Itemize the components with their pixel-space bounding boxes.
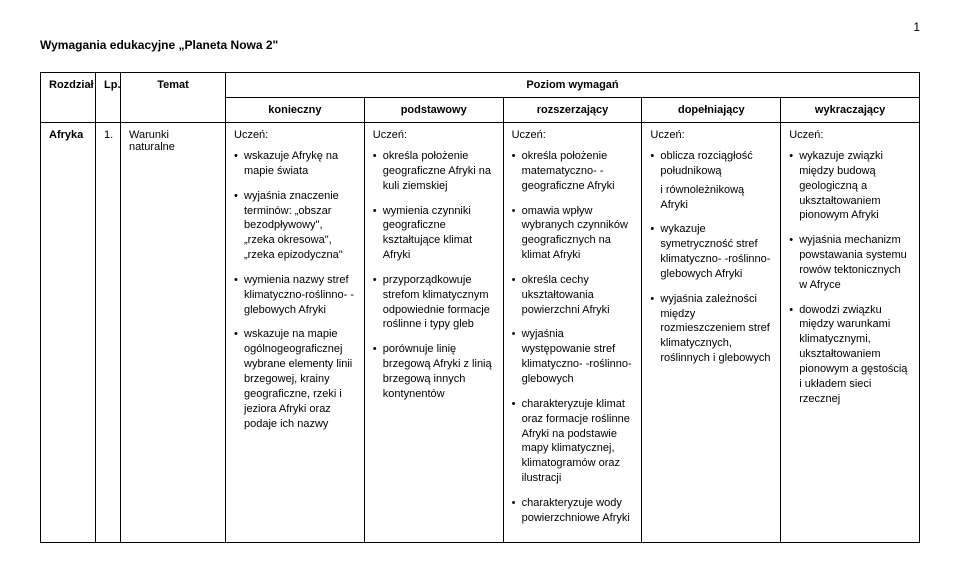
list-item: wyjaśnia znaczenie terminów: „obszar bez…: [234, 189, 356, 263]
uczen-label: Uczeń:: [789, 129, 911, 141]
cell-wykraczajacy: Uczeń: wykazuje związki między budową ge…: [781, 123, 920, 543]
th-podstawowy: podstawowy: [364, 98, 503, 123]
doc-title: Wymagania edukacyjne „Planeta Nowa 2": [40, 38, 920, 52]
cell-lp: 1.: [96, 123, 121, 543]
cell-dopelniajacy: Uczeń: oblicza rozciągłość południkową i…: [642, 123, 781, 543]
list-item: charakteryzuje wody powierzchniowe Afryk…: [512, 496, 634, 526]
cell-podstawowy: Uczeń: określa położenie geograficzne Af…: [364, 123, 503, 543]
list-item: przyporządkowuje strefom klimatycznym od…: [373, 273, 495, 332]
th-temat: Temat: [121, 73, 226, 123]
list-item: wskazuje Afrykę na mapie świata: [234, 149, 356, 179]
list-item: określa cechy ukształtowania powierzchni…: [512, 273, 634, 318]
list-item: wyjaśnia zależności między rozmieszczeni…: [650, 292, 772, 366]
list-item: oblicza rozciągłość południkową: [650, 149, 772, 179]
uczen-label: Uczeń:: [373, 129, 495, 141]
list-item: wykazuje związki między budową geologicz…: [789, 149, 911, 223]
cell-temat: Warunki naturalne: [121, 123, 226, 543]
list-item: i równoleżnikową Afryki: [650, 183, 772, 213]
th-konieczny: konieczny: [226, 98, 365, 123]
uczen-label: Uczeń:: [234, 129, 356, 141]
page-number: 1: [40, 20, 920, 34]
list-item: dowodzi związku między warunkami klimaty…: [789, 303, 911, 407]
list-item: porównuje linię brzegową Afryki z linią …: [373, 342, 495, 401]
list-item: charakteryzuje klimat oraz formacje rośl…: [512, 397, 634, 486]
list-item: określa położenie geograficzne Afryki na…: [373, 149, 495, 194]
uczen-label: Uczeń:: [650, 129, 772, 141]
th-lp: Lp.: [96, 73, 121, 123]
cell-konieczny: Uczeń: wskazuje Afrykę na mapie świata w…: [226, 123, 365, 543]
requirements-table: Rozdział Lp. Temat Poziom wymagań koniec…: [40, 72, 920, 543]
cell-rozdzial: Afryka: [41, 123, 96, 543]
list-item: wyjaśnia występowanie stref klimatyczno-…: [512, 327, 634, 386]
th-wykraczajacy: wykraczający: [781, 98, 920, 123]
cell-rozszerzajacy: Uczeń: określa położenie matematyczno- -…: [503, 123, 642, 543]
list-item: omawia wpływ wybranych czynników geograf…: [512, 204, 634, 263]
th-dopelniajacy: dopełniający: [642, 98, 781, 123]
list-item: wykazuje symetryczność stref klimatyczno…: [650, 222, 772, 281]
list-item: wskazuje na mapie ogólnogeograficznej wy…: [234, 327, 356, 431]
table-row: Afryka 1. Warunki naturalne Uczeń: wskaz…: [41, 123, 920, 543]
list-item: określa położenie matematyczno- -geograf…: [512, 149, 634, 194]
list-item: wymienia czynniki geograficzne kształtuj…: [373, 204, 495, 263]
uczen-label: Uczeń:: [512, 129, 634, 141]
th-rozdzial: Rozdział: [41, 73, 96, 123]
th-rozszerzajacy: rozszerzający: [503, 98, 642, 123]
list-item: wymienia nazwy stref klimatyczno-roślinn…: [234, 273, 356, 318]
list-item: wyjaśnia mechanizm powstawania systemu r…: [789, 233, 911, 292]
th-poziom: Poziom wymagań: [226, 73, 920, 98]
